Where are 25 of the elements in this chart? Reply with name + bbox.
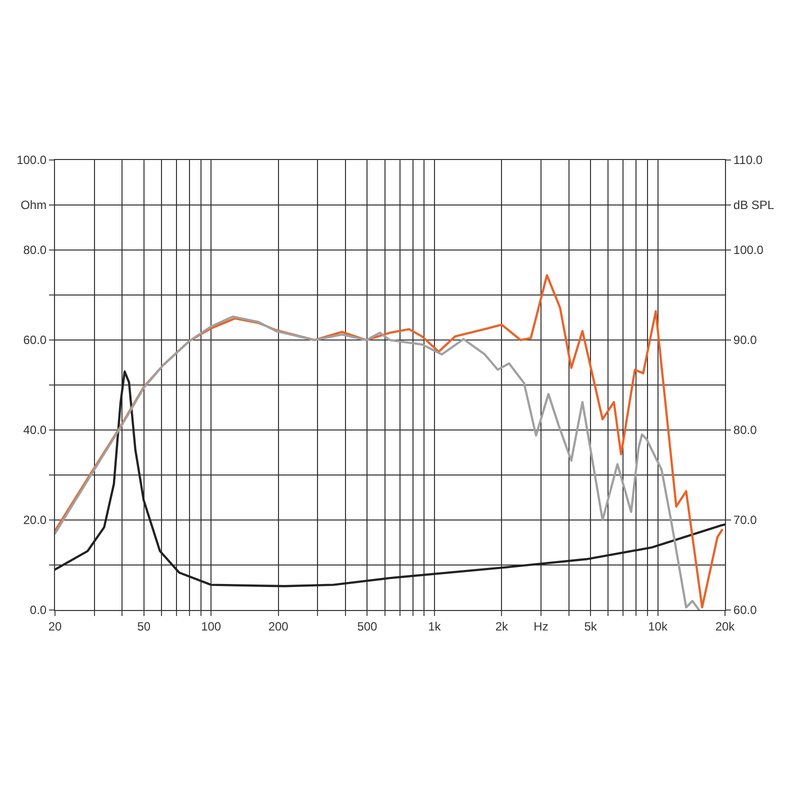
y2-tick-label: 70.0 [733, 513, 758, 528]
y-tick-label: 100.0 [16, 153, 47, 168]
x-tick-label: 200 [268, 619, 289, 634]
y2-tick-label: 90.0 [733, 333, 758, 348]
y-tick-label: 0.0 [30, 603, 47, 618]
x-tick-label: 500 [357, 619, 378, 634]
x-tick-label: 100 [201, 619, 222, 634]
x-tick-label: 50 [137, 619, 151, 634]
y-tick-label: 40.0 [23, 423, 47, 438]
x-tick-label: 20k [715, 619, 736, 634]
y2-tick-label: 100.0 [733, 243, 764, 258]
x-tick-label: 5k [584, 619, 598, 634]
y2-tick-label: 110.0 [733, 153, 763, 168]
x-tick-label: 20 [48, 619, 62, 634]
x-tick-label: Hz [534, 619, 548, 634]
x-tick-label: 2k [495, 619, 509, 634]
y-tick-label: 20.0 [23, 513, 47, 528]
x-tick-label: 10k [648, 619, 668, 634]
y-tick-label: 60.0 [23, 333, 47, 348]
y-tick-label: 80.0 [23, 243, 47, 258]
y2-tick-label: dB SPL [733, 198, 774, 212]
y2-tick-label: 60.0 [733, 603, 758, 618]
y-tick-label: Ohm [20, 198, 47, 212]
x-tick-label: 1k [428, 619, 442, 634]
y2-tick-label: 80.0 [733, 423, 758, 438]
